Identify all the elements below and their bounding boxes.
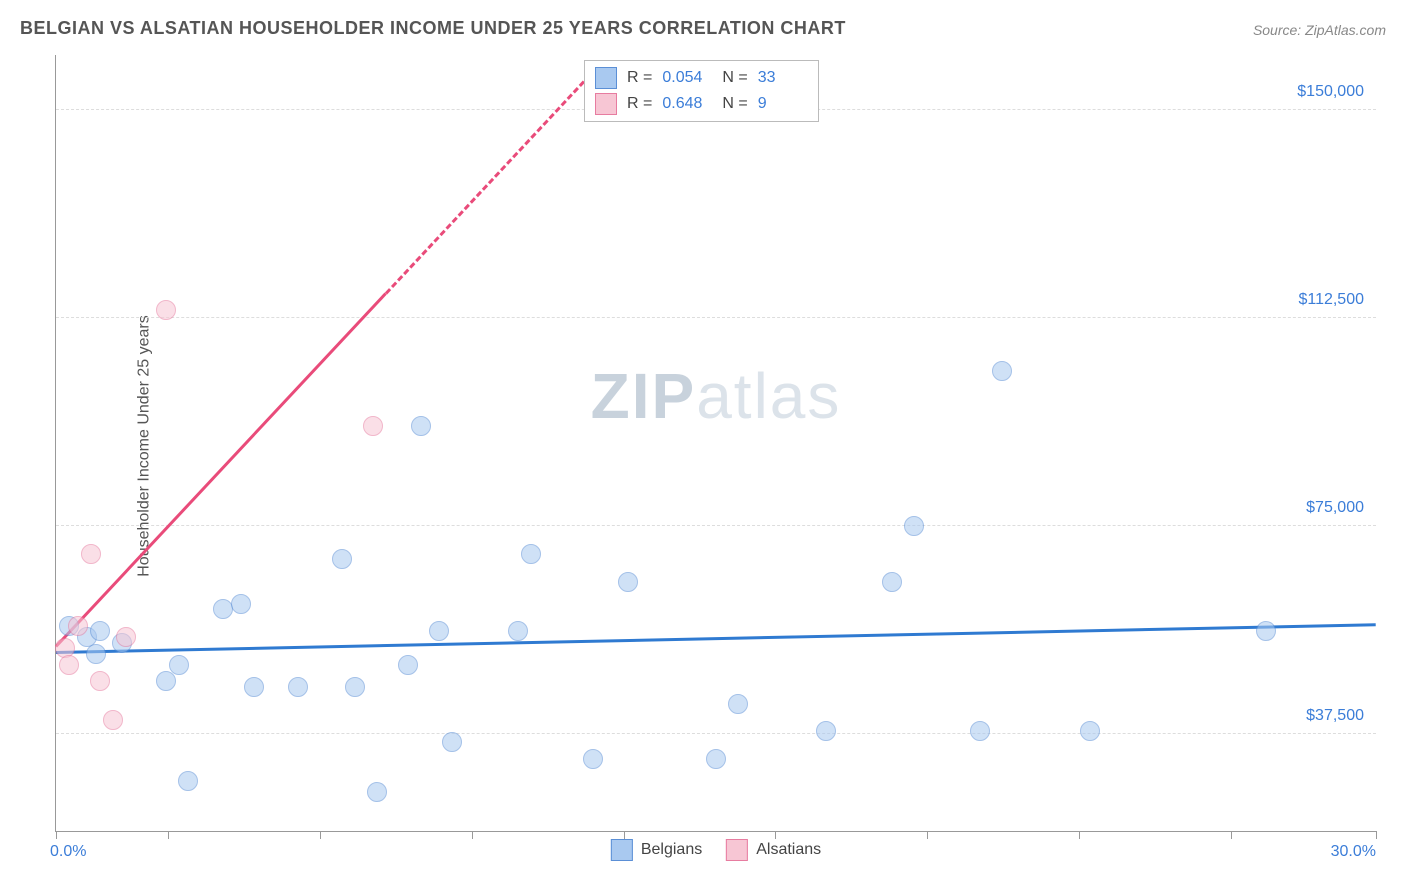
trend-line — [385, 80, 585, 294]
data-point — [332, 549, 352, 569]
data-point — [1080, 721, 1100, 741]
watermark: ZIPatlas — [591, 359, 842, 433]
data-point — [904, 516, 924, 536]
data-point — [156, 300, 176, 320]
data-point — [156, 671, 176, 691]
data-point — [618, 572, 638, 592]
legend-swatch — [611, 839, 633, 861]
ytick-label: $37,500 — [1306, 707, 1364, 725]
data-point — [90, 621, 110, 641]
chart-title: BELGIAN VS ALSATIAN HOUSEHOLDER INCOME U… — [20, 18, 846, 39]
data-point — [59, 655, 79, 675]
data-point — [231, 594, 251, 614]
xtick — [320, 831, 321, 839]
xmax-label: 30.0% — [1331, 843, 1376, 861]
legend-item: Belgians — [611, 839, 702, 861]
legend-item: Alsatians — [726, 839, 821, 861]
legend-label: Belgians — [641, 841, 702, 859]
xtick — [927, 831, 928, 839]
data-point — [508, 621, 528, 641]
data-point — [728, 694, 748, 714]
data-point — [178, 771, 198, 791]
data-point — [103, 710, 123, 730]
ytick-label: $112,500 — [1298, 291, 1364, 309]
legend-label: Alsatians — [756, 841, 821, 859]
ytick-label: $150,000 — [1297, 83, 1364, 101]
data-point — [1256, 621, 1276, 641]
data-point — [244, 677, 264, 697]
data-point — [442, 732, 462, 752]
data-point — [411, 416, 431, 436]
data-point — [992, 361, 1012, 381]
data-point — [90, 671, 110, 691]
data-point — [86, 644, 106, 664]
stats-row: R =0.648N =9 — [595, 91, 808, 117]
data-point — [367, 782, 387, 802]
data-point — [816, 721, 836, 741]
series-legend: Belgians Alsatians — [611, 839, 821, 861]
data-point — [706, 749, 726, 769]
data-point — [68, 616, 88, 636]
xtick — [56, 831, 57, 839]
data-point — [363, 416, 383, 436]
source-label: Source: ZipAtlas.com — [1253, 22, 1386, 38]
legend-swatch — [595, 67, 617, 89]
gridline — [56, 733, 1376, 734]
data-point — [398, 655, 418, 675]
xmin-label: 0.0% — [50, 843, 86, 861]
plot-area: ZIPatlas $37,500$75,000$112,500$150,0000… — [55, 55, 1376, 832]
xtick — [1079, 831, 1080, 839]
data-point — [521, 544, 541, 564]
xtick — [168, 831, 169, 839]
gridline — [56, 525, 1376, 526]
xtick — [1231, 831, 1232, 839]
legend-swatch — [726, 839, 748, 861]
trend-line — [55, 292, 387, 647]
stats-legend: R =0.054N =33R =0.648N =9 — [584, 60, 819, 122]
xtick — [624, 831, 625, 839]
data-point — [882, 572, 902, 592]
data-point — [583, 749, 603, 769]
xtick — [472, 831, 473, 839]
data-point — [116, 627, 136, 647]
xtick — [1376, 831, 1377, 839]
gridline — [56, 317, 1376, 318]
legend-swatch — [595, 93, 617, 115]
trend-line — [56, 623, 1376, 654]
data-point — [169, 655, 189, 675]
ytick-label: $75,000 — [1306, 499, 1364, 517]
data-point — [345, 677, 365, 697]
chart-container: BELGIAN VS ALSATIAN HOUSEHOLDER INCOME U… — [0, 0, 1406, 892]
xtick — [775, 831, 776, 839]
data-point — [81, 544, 101, 564]
stats-row: R =0.054N =33 — [595, 65, 808, 91]
data-point — [970, 721, 990, 741]
data-point — [429, 621, 449, 641]
data-point — [288, 677, 308, 697]
